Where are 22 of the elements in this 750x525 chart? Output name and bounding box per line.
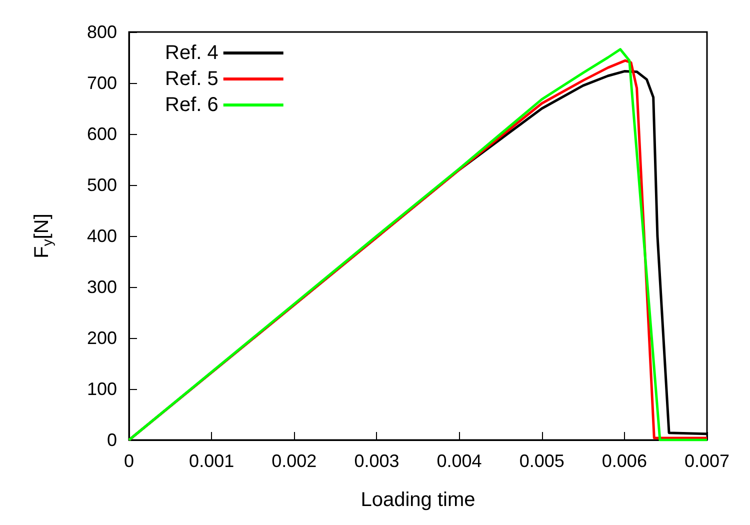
x-tick-label: 0 [124, 451, 134, 471]
x-tick-label: 0.002 [272, 451, 317, 471]
x-axis-title: Loading time [360, 489, 476, 511]
x-tick-label: 0.006 [602, 451, 647, 471]
y-tick-label: 800 [86, 22, 117, 42]
x-tick-label: 0.003 [354, 451, 400, 471]
x-tick-label: 0.004 [436, 451, 482, 471]
x-tick-label: 0.001 [189, 451, 234, 471]
y-tick-label: 400 [86, 226, 117, 246]
legend-label: Ref. 5 [165, 68, 218, 90]
y-tick-label: 200 [86, 328, 117, 348]
y-axis-title: Fy[N] [31, 214, 55, 258]
y-tick-label: 500 [86, 175, 117, 195]
legend-label: Ref. 6 [165, 94, 218, 116]
y-tick-label: 600 [86, 124, 117, 144]
x-tick-label: 0.007 [684, 451, 730, 471]
y-tick-label: 700 [86, 73, 117, 93]
y-tick-label: 0 [106, 430, 117, 450]
legend-label: Ref. 4 [165, 42, 218, 64]
y-tick-label: 300 [86, 277, 117, 297]
x-tick-label: 0.005 [519, 451, 564, 471]
y-tick-label: 100 [86, 379, 117, 399]
